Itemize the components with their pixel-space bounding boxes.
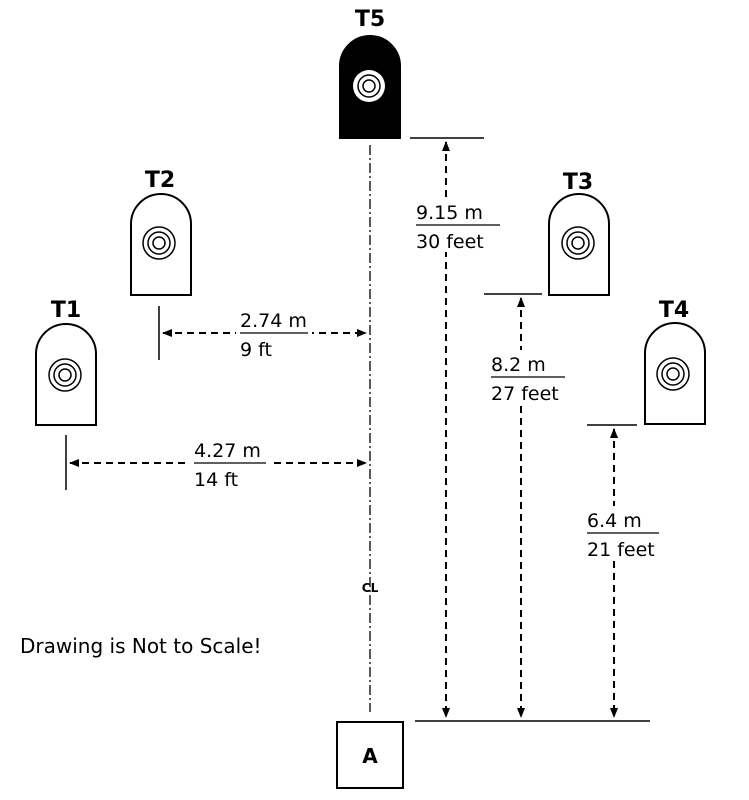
t1-offset-imperial: 14 ft <box>194 469 238 491</box>
target-t4 <box>644 322 706 425</box>
target-t1 <box>35 323 97 426</box>
t1-offset-metric: 4.27 m <box>194 440 261 462</box>
t5-distance-imperial: 30 feet <box>416 231 484 253</box>
target-t4-label: T4 <box>659 298 689 323</box>
not-to-scale-note: Drawing is Not to Scale! <box>20 634 262 658</box>
target-t2 <box>130 193 192 296</box>
target-t5 <box>339 35 401 139</box>
target-t5-label: T5 <box>355 7 385 32</box>
target-t3 <box>548 193 610 296</box>
target-t3-label: T3 <box>563 170 593 195</box>
t3-distance-metric: 8.2 m <box>491 354 546 376</box>
t4-distance-imperial: 21 feet <box>587 539 655 561</box>
target-t1-label: T1 <box>51 298 81 323</box>
t3-distance-imperial: 27 feet <box>491 383 559 405</box>
t2-offset-metric: 2.74 m <box>240 310 307 332</box>
t2-offset-imperial: 9 ft <box>240 339 272 361</box>
t5-distance-metric: 9.15 m <box>416 202 483 224</box>
shooter-box <box>336 721 404 789</box>
target-t2-label: T2 <box>145 168 175 193</box>
shooter-box-label: A <box>362 744 378 768</box>
centerline-label: CL <box>362 581 379 595</box>
t4-distance-metric: 6.4 m <box>587 510 642 532</box>
